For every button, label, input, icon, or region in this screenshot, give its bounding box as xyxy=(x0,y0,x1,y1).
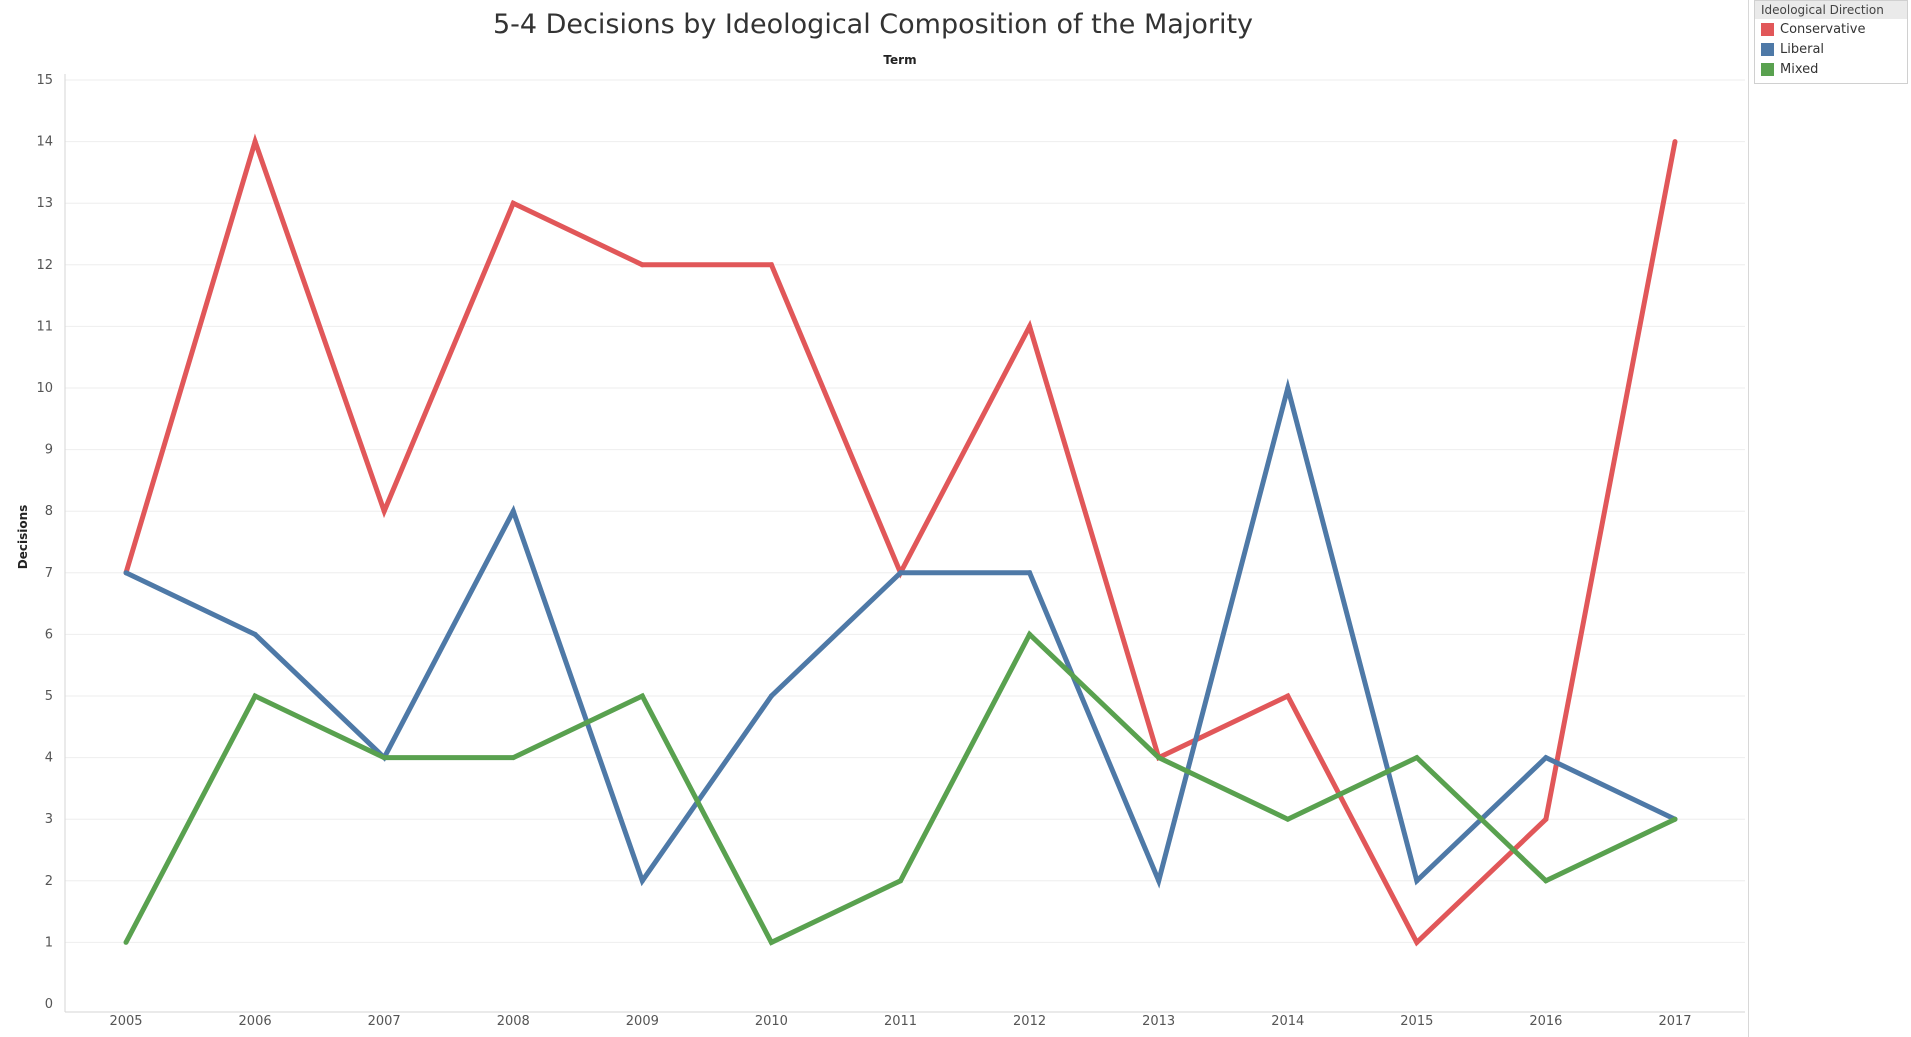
data-point-liberal[interactable] xyxy=(639,878,645,884)
data-point-liberal[interactable] xyxy=(510,508,516,514)
y-tick-label: 7 xyxy=(45,566,53,581)
x-tick-label: 2008 xyxy=(497,1014,530,1029)
x-tick-label: 2017 xyxy=(1658,1014,1691,1029)
y-tick-label: 4 xyxy=(45,751,53,766)
y-tick-label: 15 xyxy=(36,73,53,88)
y-tick-label: 6 xyxy=(45,627,53,642)
gridlines xyxy=(65,79,1745,943)
y-tick-label: 5 xyxy=(45,689,53,704)
legend-item-conservative[interactable]: Conservative xyxy=(1755,19,1907,39)
x-tick-label: 2006 xyxy=(239,1014,272,1029)
legend-item-mixed[interactable]: Mixed xyxy=(1755,59,1907,79)
data-point-conservative[interactable] xyxy=(1027,323,1033,329)
data-point-mixed[interactable] xyxy=(768,939,774,945)
top-axis-header: Term xyxy=(883,53,916,67)
y-tick-label: 8 xyxy=(45,504,53,519)
y-tick-label: 1 xyxy=(45,935,53,950)
y-tick-label: 10 xyxy=(36,381,53,396)
data-point-conservative[interactable] xyxy=(1285,693,1291,699)
x-tick-label: 2016 xyxy=(1529,1014,1562,1029)
data-point-conservative[interactable] xyxy=(510,200,516,206)
legend-swatch-liberal xyxy=(1761,42,1774,56)
data-point-mixed[interactable] xyxy=(381,755,387,761)
data-point-mixed[interactable] xyxy=(1285,816,1291,822)
data-point-mixed[interactable] xyxy=(639,693,645,699)
y-axis-label: Decisions xyxy=(16,505,30,570)
y-tick-label: 2 xyxy=(45,874,53,889)
y-tick-label: 3 xyxy=(45,812,53,827)
y-tick-label: 11 xyxy=(36,319,53,334)
data-point-conservative[interactable] xyxy=(252,139,258,145)
x-tick-label: 2007 xyxy=(368,1014,401,1029)
data-point-conservative[interactable] xyxy=(768,262,774,268)
y-tick-label: 9 xyxy=(45,443,53,458)
data-point-mixed[interactable] xyxy=(123,939,129,945)
x-tick-label: 2010 xyxy=(755,1014,788,1029)
data-point-mixed[interactable] xyxy=(898,878,903,884)
legend-swatch-conservative xyxy=(1761,22,1774,36)
legend-title: Ideological Direction xyxy=(1755,1,1907,19)
x-tick-label: 2009 xyxy=(626,1014,659,1029)
data-point-mixed[interactable] xyxy=(510,755,516,761)
data-point-mixed[interactable] xyxy=(1543,878,1549,884)
legend-label-liberal: Liberal xyxy=(1780,41,1825,57)
data-point-conservative[interactable] xyxy=(381,508,387,514)
data-point-liberal[interactable] xyxy=(898,570,903,576)
legend[interactable]: Ideological Direction Conservative Liber… xyxy=(1754,0,1908,84)
series-line-mixed[interactable] xyxy=(123,630,1677,946)
data-point-liberal[interactable] xyxy=(768,693,774,699)
data-point-conservative[interactable] xyxy=(1543,816,1549,822)
x-tick-label: 2014 xyxy=(1271,1014,1304,1029)
data-point-liberal[interactable] xyxy=(123,570,129,576)
x-tick-label: 2013 xyxy=(1142,1014,1175,1029)
data-point-liberal[interactable] xyxy=(1285,385,1291,391)
series-lines xyxy=(123,133,1678,947)
data-point-liberal[interactable] xyxy=(252,631,258,637)
data-point-mixed[interactable] xyxy=(1414,755,1420,761)
legend-item-liberal[interactable]: Liberal xyxy=(1755,39,1907,59)
x-tick-label: 2015 xyxy=(1400,1014,1433,1029)
chart-title: 5-4 Decisions by Ideological Composition… xyxy=(493,9,1253,40)
y-tick-label: 13 xyxy=(36,196,53,211)
legend-swatch-mixed xyxy=(1761,62,1774,76)
x-tick-label: 2005 xyxy=(109,1014,142,1029)
data-point-liberal[interactable] xyxy=(1156,878,1162,884)
data-point-liberal[interactable] xyxy=(1414,878,1420,884)
x-tick-label: 2012 xyxy=(1013,1014,1046,1029)
data-point-mixed[interactable] xyxy=(1027,631,1033,637)
data-point-liberal[interactable] xyxy=(1543,755,1549,761)
data-point-liberal[interactable] xyxy=(1027,570,1033,576)
series-line-conservative[interactable] xyxy=(123,133,1678,947)
data-point-conservative[interactable] xyxy=(1414,939,1420,945)
y-tick-label: 0 xyxy=(45,997,53,1012)
data-point-conservative[interactable] xyxy=(1672,139,1678,145)
y-tick-label: 14 xyxy=(36,135,53,150)
legend-label-mixed: Mixed xyxy=(1780,61,1819,77)
legend-label-conservative: Conservative xyxy=(1780,21,1866,37)
right-panel-divider xyxy=(1748,0,1749,1037)
y-tick-label: 12 xyxy=(36,258,53,273)
data-point-conservative[interactable] xyxy=(639,262,645,268)
data-point-mixed[interactable] xyxy=(1672,816,1678,822)
x-tick-label: 2011 xyxy=(884,1014,917,1029)
data-point-mixed[interactable] xyxy=(252,693,258,699)
data-point-mixed[interactable] xyxy=(1156,755,1162,761)
